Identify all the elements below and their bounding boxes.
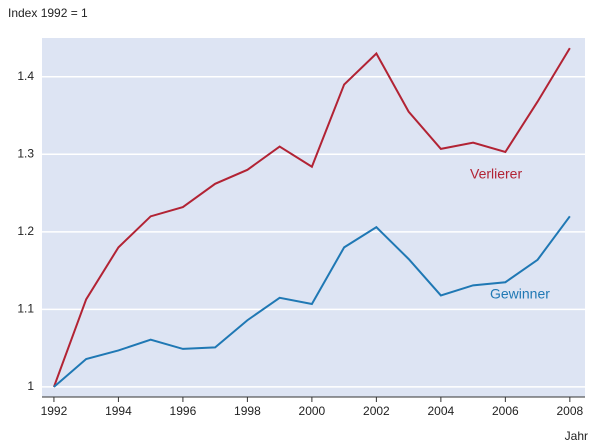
x-tick-label: 1994 bbox=[105, 404, 132, 418]
y-tick-label: 1 bbox=[27, 379, 34, 393]
series-line bbox=[52, 47, 571, 388]
y-tick-label: 1.3 bbox=[17, 146, 34, 160]
y-tick-label: 1.4 bbox=[17, 69, 34, 83]
x-tick-label: 2002 bbox=[363, 404, 390, 418]
plot-background bbox=[42, 38, 585, 397]
x-tick-label: 2000 bbox=[299, 404, 326, 418]
x-axis-label: Jahr bbox=[565, 429, 588, 443]
series-line bbox=[53, 215, 571, 388]
y-axis-label: Index 1992 = 1 bbox=[8, 6, 88, 20]
series-label: Verlierer bbox=[470, 166, 522, 182]
x-tick-label: 2006 bbox=[492, 404, 519, 418]
x-tick-label: 1996 bbox=[170, 404, 197, 418]
x-tick-label: 2004 bbox=[428, 404, 455, 418]
x-tick-label: 1992 bbox=[41, 404, 68, 418]
x-tick-label: 1998 bbox=[234, 404, 261, 418]
series-label: Gewinner bbox=[490, 286, 550, 302]
y-tick-label: 1.2 bbox=[17, 224, 34, 238]
x-tick-label: 2008 bbox=[556, 404, 583, 418]
y-tick-label: 1.1 bbox=[17, 302, 34, 316]
